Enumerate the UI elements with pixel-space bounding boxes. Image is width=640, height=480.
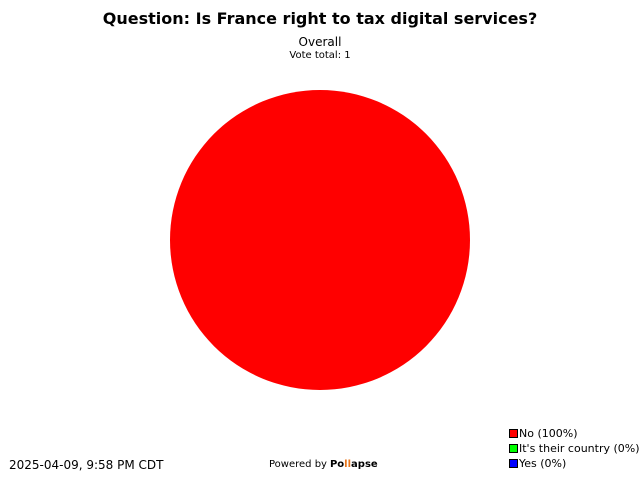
chart-subtitle: Overall [298, 35, 342, 49]
brand-end: apse [351, 459, 378, 470]
vote-total: Vote total: 1 [289, 50, 351, 61]
powered-by-label: Powered by [269, 459, 327, 470]
timestamp: 2025-04-09, 9:58 PM CDT [9, 458, 164, 472]
legend-label-no: No (100%) [519, 427, 578, 440]
legend-item-yes: Yes (0%) [509, 456, 640, 471]
legend-item-no: No (100%) [509, 426, 640, 441]
legend-label-their-country: It's their country (0%) [519, 442, 640, 455]
pie-slice-no [170, 90, 470, 390]
legend: No (100%) It's their country (0%) Yes (0… [509, 426, 640, 471]
chart-title: Question: Is France right to tax digital… [102, 9, 538, 28]
powered-by[interactable]: Powered by Pollapse [269, 459, 378, 470]
brand-logo: Pollapse [330, 459, 378, 470]
legend-swatch-no [509, 429, 518, 438]
brand-mark: ll [344, 459, 352, 470]
legend-label-yes: Yes (0%) [519, 457, 567, 470]
legend-item-their-country: It's their country (0%) [509, 441, 640, 456]
brand-start: Po [329, 459, 345, 470]
legend-swatch-their-country [509, 444, 518, 453]
legend-swatch-yes [509, 459, 518, 468]
